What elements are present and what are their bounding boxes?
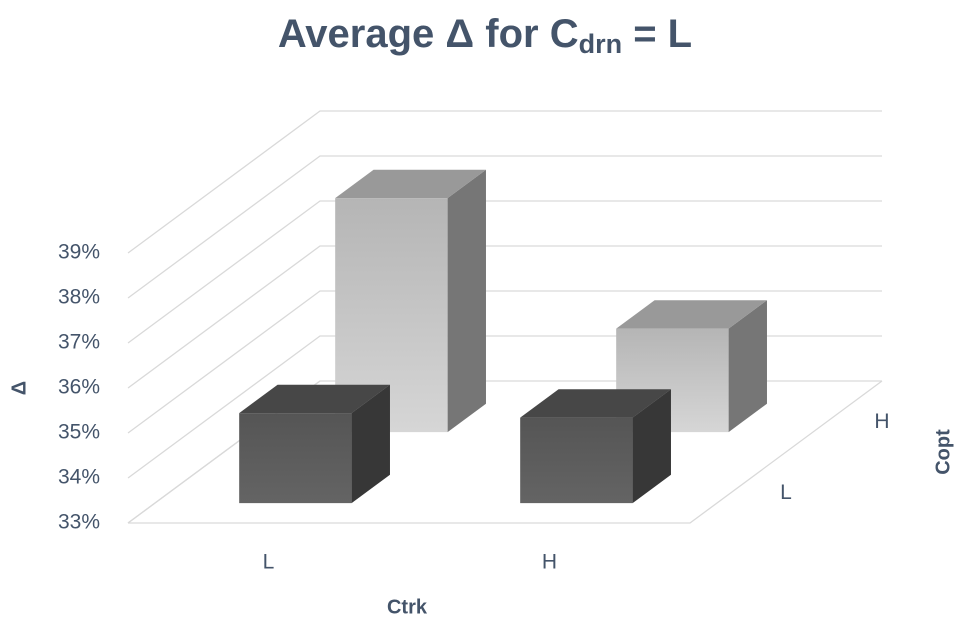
bar [239, 413, 352, 504]
bar-top [335, 169, 486, 199]
y-tick-label: 37% [58, 331, 100, 354]
grid-line [127, 155, 882, 299]
y-tick-label: 35% [58, 421, 100, 444]
bar-side [351, 384, 390, 504]
y-tick-label: 39% [58, 241, 100, 264]
y-tick-label: 34% [58, 466, 100, 489]
grid-line [127, 290, 882, 434]
bar-top [520, 389, 671, 418]
grid-line [127, 200, 882, 344]
z-tick-label: L [780, 481, 792, 504]
title-subscript: drn [579, 29, 623, 59]
title-part: = L [622, 12, 692, 56]
z-axis-label: Copt [932, 429, 954, 475]
bar [520, 417, 633, 504]
grid-line [127, 110, 882, 254]
bar-top [239, 384, 390, 414]
grid-line [127, 245, 882, 389]
x-axis-label: Ctrk [387, 596, 428, 618]
title-part: Average Δ for C [278, 12, 579, 56]
bar-side [632, 389, 671, 504]
chart-title: Average Δ for Cdrn = L [278, 12, 692, 60]
bar-side [728, 300, 767, 433]
y-tick-label: 38% [58, 286, 100, 309]
y-axis-label: Δ [8, 381, 30, 395]
y-tick-label: 33% [58, 511, 100, 534]
y-tick-label: 36% [58, 376, 100, 399]
x-tick-label: H [542, 551, 557, 574]
bar-side [447, 169, 486, 433]
x-tick-label: L [263, 551, 275, 574]
z-tick-label: H [874, 410, 889, 433]
bar-top [616, 300, 767, 329]
floor [128, 380, 883, 524]
